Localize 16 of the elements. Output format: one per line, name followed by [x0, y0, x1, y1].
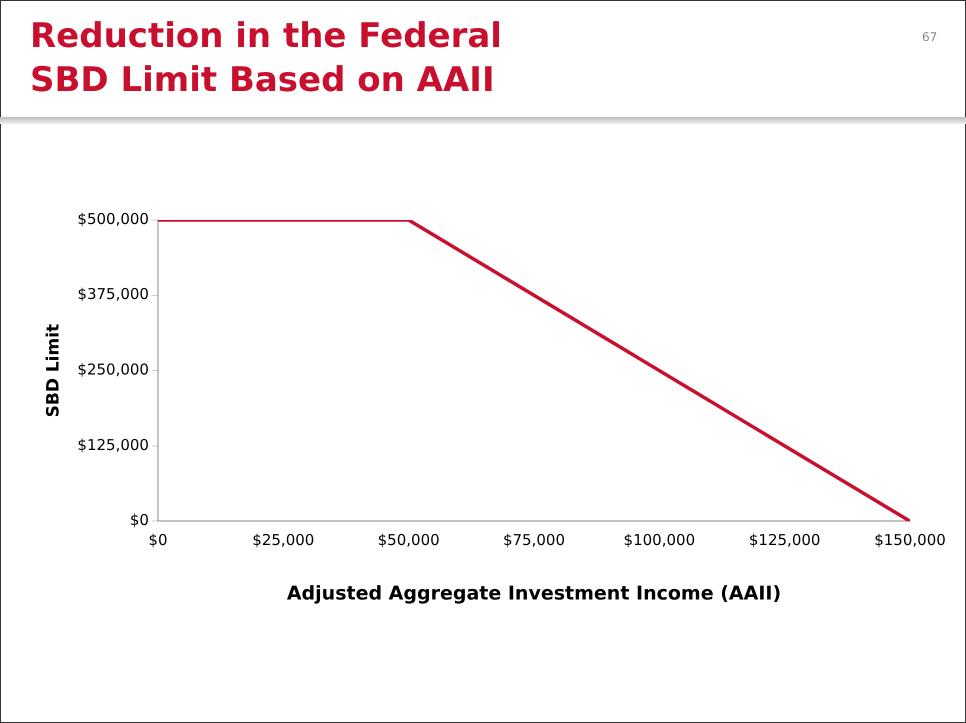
x-tick-label: $75,000 [502, 531, 565, 550]
y-tick-label: $250,000 [77, 360, 149, 378]
x-axis-title: Adjusted Aggregate Investment Income (AAII) [286, 582, 782, 605]
x-tick-label: $100,000 [624, 531, 696, 550]
x-tick-label: $25,000 [252, 531, 314, 550]
y-tick-label: $125,000 [77, 436, 149, 454]
x-tick-label: $150,000 [874, 531, 946, 550]
chart-title: Reduction in the Federal SBD Limit Based on AAII [30, 15, 502, 102]
y-tick-label: $375,000 [77, 285, 149, 304]
y-tick-label: $0 [130, 511, 149, 530]
x-tick-label: $0 [148, 531, 168, 550]
x-tick-label: $125,000 [748, 531, 820, 550]
y-tick-label: $500,000 [77, 210, 149, 228]
x-tick-label: $50,000 [378, 531, 440, 550]
y-axis-title: SBD Limit [44, 324, 64, 418]
text: 67 [922, 30, 938, 44]
